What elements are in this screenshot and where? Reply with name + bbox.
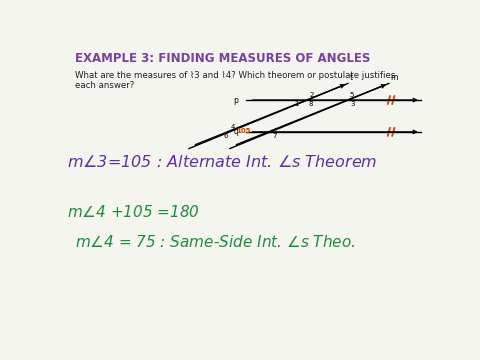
Text: 2: 2 — [309, 92, 313, 98]
Text: q: q — [234, 127, 239, 136]
Text: m$\angle$4 +105 =180: m$\angle$4 +105 =180 — [67, 204, 200, 220]
Text: 1: 1 — [295, 102, 299, 107]
Text: m: m — [391, 73, 398, 82]
Text: 105: 105 — [236, 128, 251, 134]
Text: 8: 8 — [309, 102, 313, 107]
Text: 3: 3 — [350, 102, 355, 107]
Text: 7: 7 — [272, 133, 277, 139]
Text: p: p — [234, 95, 239, 104]
Text: m$\angle$4 = 75 : Same-Side Int. $\angle$s Theo.: m$\angle$4 = 75 : Same-Side Int. $\angle… — [75, 234, 355, 251]
Text: 5: 5 — [349, 92, 354, 98]
Text: 4: 4 — [231, 124, 235, 130]
Text: EXAMPLE 3: FINDING MEASURES OF ANGLES: EXAMPLE 3: FINDING MEASURES OF ANGLES — [75, 51, 370, 64]
Text: m$\angle$3=105 : Alternate Int. $\angle$s Theorem: m$\angle$3=105 : Alternate Int. $\angle$… — [67, 154, 378, 170]
Text: 6: 6 — [223, 133, 228, 139]
Text: t: t — [350, 73, 353, 82]
Text: What are the measures of ⌇3 and ⌇4? Which theorem or postulate justifies
each an: What are the measures of ⌇3 and ⌇4? Whic… — [75, 71, 395, 90]
